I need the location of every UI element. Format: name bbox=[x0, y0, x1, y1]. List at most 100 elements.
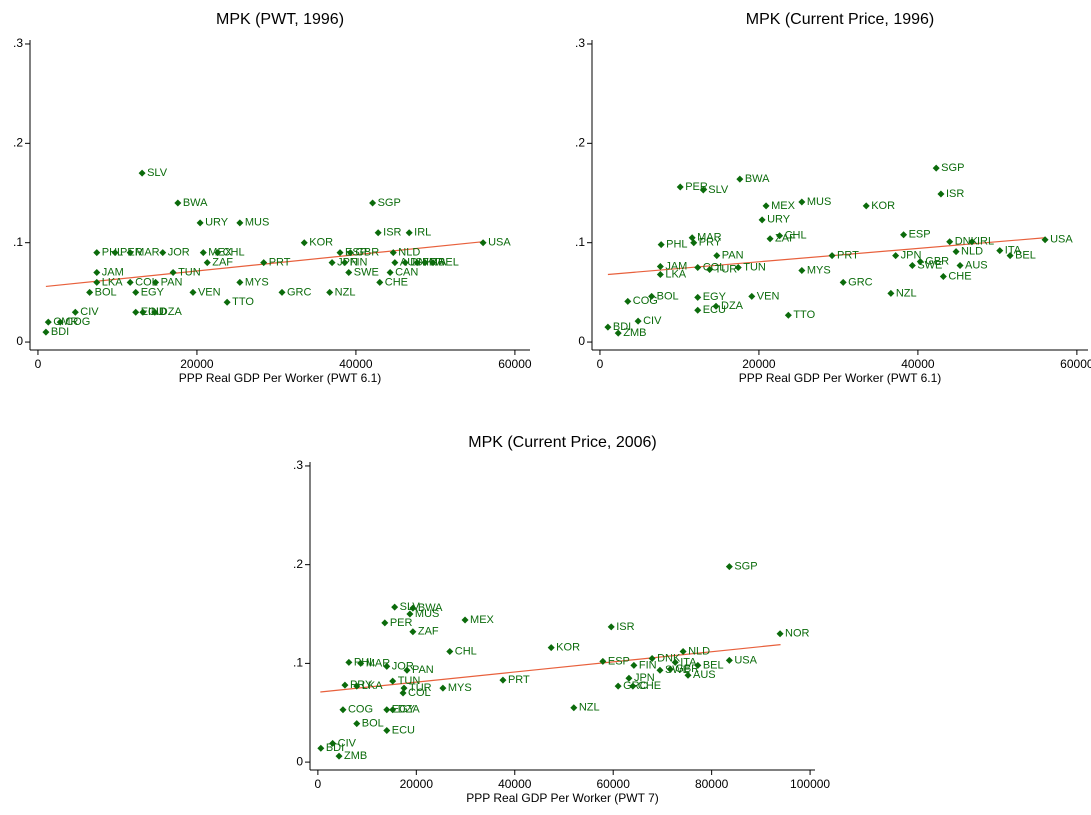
x-axis-label: PPP Real GDP Per Worker (PWT 6.1) bbox=[739, 371, 942, 385]
point bbox=[317, 744, 325, 752]
point-label: ESP bbox=[909, 229, 931, 241]
point-label: ITA bbox=[430, 256, 447, 268]
point-label: ZAF bbox=[418, 626, 439, 638]
point bbox=[111, 249, 119, 257]
point bbox=[887, 289, 895, 297]
point bbox=[676, 183, 684, 191]
y-tick-label: .2 bbox=[575, 136, 585, 150]
point bbox=[132, 288, 140, 296]
point bbox=[996, 247, 1004, 255]
point-label: USA bbox=[1050, 234, 1073, 246]
point bbox=[604, 323, 612, 331]
point-label: JOR bbox=[392, 660, 414, 672]
point bbox=[336, 249, 344, 257]
point bbox=[713, 252, 721, 260]
point-label: URY bbox=[205, 217, 229, 229]
point-label: TTO bbox=[232, 296, 254, 308]
point-label: DZA bbox=[721, 300, 744, 312]
point-label: BOL bbox=[657, 290, 679, 302]
point bbox=[798, 198, 806, 206]
point-label: COL bbox=[408, 687, 431, 699]
point bbox=[409, 604, 417, 612]
point bbox=[383, 662, 391, 670]
point-label: TUN bbox=[398, 675, 421, 687]
point bbox=[956, 262, 964, 270]
point bbox=[93, 278, 101, 286]
point-label: CHL bbox=[455, 645, 477, 657]
point-label: CHL bbox=[785, 230, 807, 242]
point-label: GBR bbox=[675, 663, 699, 675]
point-label: TUN bbox=[178, 266, 201, 278]
point bbox=[932, 164, 940, 172]
point bbox=[223, 298, 231, 306]
point-label: AUS bbox=[693, 669, 716, 681]
point bbox=[657, 241, 665, 249]
x-axis-label: PPP Real GDP Per Worker (PWT 6.1) bbox=[179, 371, 382, 385]
point-label: MEX bbox=[771, 200, 796, 212]
point-label: EGY bbox=[392, 704, 416, 716]
point-label: PHL bbox=[666, 239, 687, 251]
point-label: ZAF bbox=[212, 256, 233, 268]
point bbox=[679, 648, 687, 656]
point-label: MUS bbox=[415, 608, 439, 620]
point bbox=[828, 252, 836, 260]
point-label: JPN bbox=[901, 250, 922, 262]
point bbox=[159, 249, 167, 257]
point-label: NLD bbox=[961, 246, 983, 258]
x-tick-label: 100000 bbox=[790, 777, 830, 791]
point bbox=[690, 239, 698, 247]
point-label: BDI bbox=[613, 321, 631, 333]
point-label: BWA bbox=[183, 197, 208, 209]
point bbox=[203, 259, 211, 267]
point bbox=[671, 658, 679, 666]
point bbox=[1041, 236, 1049, 244]
point bbox=[776, 630, 784, 638]
point-label: COL bbox=[135, 276, 158, 288]
point-label: GRC bbox=[848, 276, 873, 288]
point-label: BWA bbox=[745, 173, 770, 185]
point bbox=[684, 671, 692, 679]
chart-title: MPK (Current Price, 2006) bbox=[468, 434, 657, 451]
point bbox=[1006, 252, 1014, 260]
point bbox=[706, 266, 714, 274]
point-label: MAR bbox=[697, 232, 722, 244]
point-label: TUR bbox=[409, 682, 432, 694]
point bbox=[499, 676, 507, 684]
point bbox=[694, 306, 702, 314]
point-label: ECU bbox=[392, 724, 415, 736]
point-label: PAN bbox=[412, 664, 434, 676]
point-label: EGY bbox=[703, 291, 727, 303]
point bbox=[44, 318, 52, 326]
point bbox=[479, 239, 487, 247]
point-label: LKA bbox=[362, 680, 383, 692]
point-label: JAM bbox=[102, 266, 124, 278]
point-label: CHE bbox=[638, 680, 661, 692]
point-label: CIV bbox=[338, 737, 357, 749]
point bbox=[341, 259, 349, 267]
point bbox=[42, 328, 50, 336]
point bbox=[376, 278, 384, 286]
point bbox=[629, 682, 637, 690]
point bbox=[776, 232, 784, 240]
point-label: DNK bbox=[955, 236, 979, 248]
point-label: NLD bbox=[398, 247, 420, 259]
point-label: BDI bbox=[51, 326, 69, 338]
point bbox=[946, 238, 954, 246]
point bbox=[189, 288, 197, 296]
point-label: SLV bbox=[147, 167, 168, 179]
point-label: CIV bbox=[80, 306, 99, 318]
point-label: CHE bbox=[948, 270, 971, 282]
point-label: MUS bbox=[245, 217, 269, 229]
point bbox=[346, 249, 354, 257]
point-label: NZL bbox=[579, 702, 600, 714]
point bbox=[152, 278, 160, 286]
point bbox=[429, 259, 437, 267]
point bbox=[766, 235, 774, 243]
point bbox=[656, 666, 664, 674]
point-label: AUS bbox=[965, 259, 988, 271]
point bbox=[403, 666, 411, 674]
point bbox=[399, 689, 407, 697]
point bbox=[278, 288, 286, 296]
point-label: CMR bbox=[53, 316, 78, 328]
point bbox=[357, 659, 365, 667]
